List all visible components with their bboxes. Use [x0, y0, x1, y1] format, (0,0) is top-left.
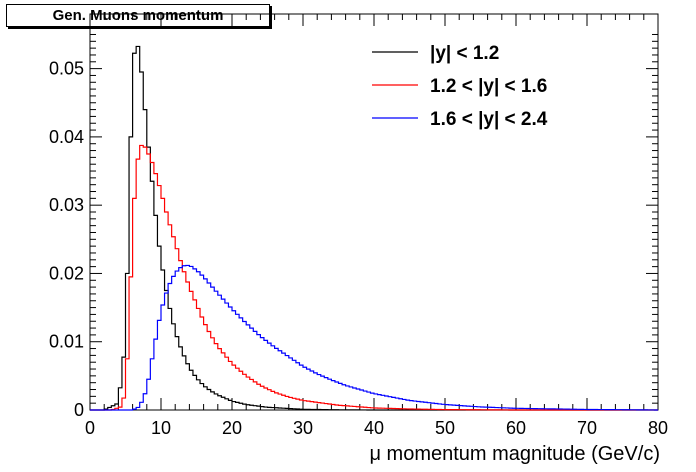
- series-curves: [90, 45, 658, 411]
- series-line-3: [90, 264, 658, 411]
- x-tick-label: 30: [293, 418, 313, 438]
- y-tick-label: 0.01: [49, 332, 84, 352]
- y-tick-label: 0.05: [49, 59, 84, 79]
- y-tick-label: 0.03: [49, 195, 84, 215]
- legend-label-1: |y| < 1.2: [430, 43, 499, 64]
- x-tick-label: 60: [506, 418, 526, 438]
- legend-label-3: 1.6 < |y| < 2.4: [430, 109, 548, 130]
- chart-title-box: Gen. Muons momentum: [6, 4, 270, 27]
- x-tick-label: 40: [364, 418, 384, 438]
- legend: |y| < 1.2 1.2 < |y| < 1.6 1.6 < |y| < 2.4: [372, 43, 548, 130]
- x-tick-label: 10: [151, 418, 171, 438]
- series-line-2: [90, 144, 658, 411]
- x-tick-label: 70: [577, 418, 597, 438]
- x-tick-label: 20: [222, 418, 242, 438]
- chart-title: Gen. Muons momentum: [52, 7, 224, 24]
- y-tick-label: 0: [74, 400, 84, 420]
- x-tick-label: 80: [648, 418, 668, 438]
- x-tick-label: 50: [435, 418, 455, 438]
- series-line-1: [90, 45, 658, 411]
- x-axis-label: μ momentum magnitude (GeV/c): [369, 443, 660, 465]
- plot-frame: [89, 13, 659, 411]
- y-tick-label: 0.04: [49, 127, 84, 147]
- y-tick-label: 0.02: [49, 263, 84, 283]
- x-tick-label: 0: [85, 418, 95, 438]
- axes: 0 10 20 30 40 50 60 70 80 0 0.01 0.02 0.03 0.04 0.05: [49, 14, 668, 438]
- legend-label-2: 1.2 < |y| < 1.6: [430, 76, 547, 97]
